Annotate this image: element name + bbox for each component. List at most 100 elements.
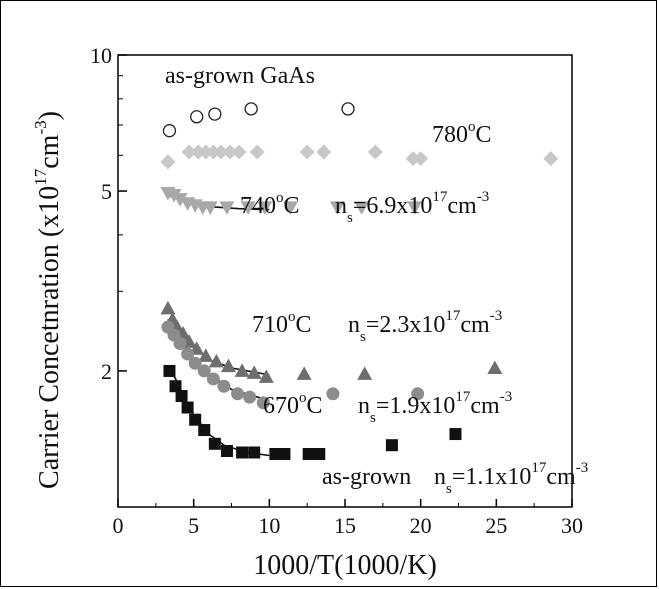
label-740c-n: n (335, 193, 347, 219)
data-point (296, 366, 312, 380)
label-670c-c: C (307, 393, 323, 419)
data-point (407, 201, 423, 215)
label-670c-sub: s (370, 410, 376, 426)
label-as-grown-val: =1.1x10 (452, 464, 532, 490)
label-as-grown-ns: ns=1.1x1017cm-3 (434, 460, 588, 497)
data-point (169, 380, 182, 393)
label-740c-val: =6.9x10 (353, 193, 433, 219)
label-710c-unit-exp: -3 (490, 308, 503, 324)
data-point (173, 336, 187, 350)
data-point (367, 144, 383, 160)
y-axis-title: Carrier Concetnration (x1017cm-3) (31, 111, 65, 489)
data-point (257, 201, 273, 215)
data-point (278, 447, 291, 460)
label-670c-exp: 17 (455, 389, 471, 405)
label-740c: 740oC (240, 190, 300, 219)
data-point (208, 437, 221, 450)
data-point (208, 107, 222, 121)
data-point (220, 358, 236, 373)
data-point (411, 387, 425, 401)
data-point (256, 396, 270, 410)
data-point (190, 110, 204, 124)
label-740c-sub: s (347, 210, 353, 226)
y-axis-title-unit: cm (34, 134, 65, 168)
x-tick-label: 30 (561, 513, 583, 538)
label-as-grown-exp: 17 (531, 460, 547, 476)
data-point (181, 144, 197, 160)
data-point (166, 189, 182, 203)
data-point (189, 413, 202, 426)
x-axis-ticks: 0 5 10 15 20 25 30 (113, 499, 583, 538)
x-tick-label: 25 (485, 513, 507, 538)
label-as-grown-unit-exp: -3 (576, 460, 589, 476)
label-780c-deg: o (468, 119, 476, 135)
data-point (205, 144, 221, 160)
data-point (316, 144, 332, 160)
label-710c: 710oC (252, 309, 312, 338)
data-point (354, 201, 370, 215)
y-axis-ticks: 10 5 2 (90, 43, 127, 508)
x-tick-label: 20 (410, 513, 432, 538)
data-point (163, 364, 176, 377)
data-point (222, 144, 238, 160)
data-point (181, 347, 195, 361)
data-point (244, 102, 258, 116)
y-axis-title-main: Carrier Concetnration (x10 (34, 186, 65, 489)
data-point (231, 144, 247, 160)
label-710c-deg: o (288, 309, 296, 325)
label-780c-c: C (476, 122, 492, 148)
data-point (248, 446, 261, 459)
data-point (341, 102, 355, 116)
label-740c-c: C (284, 193, 300, 219)
y-axis-title-unit-exp: -3 (31, 120, 50, 134)
data-point (487, 360, 503, 375)
data-point (329, 201, 345, 215)
data-point (405, 151, 421, 167)
label-780c-temp: 780 (432, 122, 468, 148)
label-740c-exp: 17 (432, 189, 448, 205)
data-point (208, 353, 224, 368)
data-point (188, 356, 202, 370)
data-point (181, 401, 194, 414)
data-point (299, 144, 315, 160)
data-point (202, 201, 218, 215)
x-tick-label: 5 (188, 513, 199, 538)
data-point (213, 144, 229, 160)
y-axis-title-close: ) (34, 111, 65, 120)
data-point (413, 151, 429, 167)
label-670c-unit-exp: -3 (500, 389, 513, 405)
label-670c-temp: 670 (263, 393, 299, 419)
data-point (269, 447, 282, 460)
label-710c-sub: s (360, 329, 366, 345)
data-point (160, 300, 176, 315)
label-710c-ns: ns=2.3x1017cm-3 (348, 308, 502, 345)
data-point (198, 348, 214, 362)
data-point (357, 366, 373, 380)
label-740c-unit: cm (447, 193, 477, 219)
label-710c-exp: 17 (445, 308, 461, 324)
data-point (249, 144, 265, 160)
data-point (172, 193, 188, 207)
data-point (543, 151, 559, 167)
data-point (234, 363, 250, 377)
data-point (243, 390, 257, 404)
data-point (219, 201, 235, 215)
y-tick-label: 10 (90, 43, 112, 68)
y-axis-title-exp: 17 (31, 168, 50, 186)
label-as-grown-unit: cm (546, 464, 576, 490)
label-670c-val: =1.9x10 (376, 393, 456, 419)
data-point (302, 447, 315, 460)
label-780c: 780oC (432, 119, 492, 148)
label-740c-deg: o (276, 190, 284, 206)
data-point (231, 387, 245, 401)
data-markers (160, 102, 559, 460)
data-point (160, 154, 176, 170)
x-axis-title: 1000/T(1000/K) (253, 550, 437, 581)
label-as-grown: as-grown (322, 464, 411, 490)
label-670c-deg: o (299, 390, 307, 406)
data-point (246, 365, 262, 379)
data-point (198, 144, 214, 160)
label-710c-unit: cm (460, 312, 490, 338)
data-point (385, 439, 398, 452)
data-point (236, 446, 249, 459)
